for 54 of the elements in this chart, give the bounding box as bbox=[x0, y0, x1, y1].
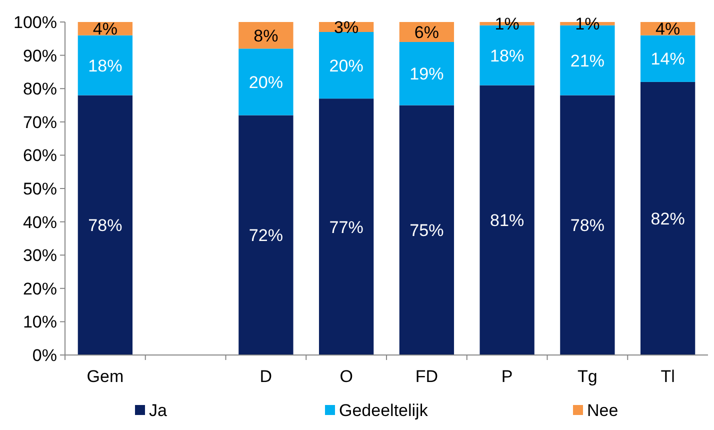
data-label: 20% bbox=[248, 72, 283, 92]
bar bbox=[78, 95, 133, 355]
bar bbox=[560, 95, 615, 355]
data-label: 14% bbox=[650, 50, 685, 69]
data-label: 78% bbox=[570, 216, 604, 236]
y-tick-label: 70% bbox=[22, 112, 57, 132]
bar bbox=[318, 32, 374, 99]
x-tick-label: Tg bbox=[578, 367, 598, 386]
bar bbox=[399, 42, 454, 106]
data-label: 4% bbox=[92, 20, 118, 39]
legend-label: Gedeeltelijk bbox=[339, 401, 428, 420]
y-tick-label: 60% bbox=[22, 146, 57, 166]
bar bbox=[480, 85, 534, 355]
bar bbox=[238, 48, 294, 116]
bar bbox=[238, 115, 294, 355]
y-tick-label: 90% bbox=[22, 46, 57, 66]
y-tick-label: 30% bbox=[22, 246, 57, 266]
data-label: 18% bbox=[88, 56, 122, 76]
bar bbox=[238, 22, 294, 49]
data-label: 77% bbox=[329, 218, 364, 237]
data-label: 72% bbox=[248, 226, 283, 246]
x-tick-label: P bbox=[501, 367, 513, 386]
x-tick-label: FD bbox=[415, 367, 438, 386]
data-label: 1% bbox=[575, 14, 600, 34]
bar bbox=[399, 105, 454, 355]
y-tick-label: 20% bbox=[22, 279, 57, 298]
data-label: 1% bbox=[494, 14, 520, 34]
data-label: 19% bbox=[410, 64, 444, 84]
data-label: 75% bbox=[410, 221, 444, 240]
bar bbox=[640, 35, 696, 82]
data-label: 8% bbox=[254, 26, 278, 46]
x-tick-label: Gem bbox=[86, 367, 124, 386]
legend-label: Ja bbox=[149, 401, 168, 420]
x-tick-label: D bbox=[260, 367, 272, 386]
bar bbox=[640, 82, 696, 355]
legend-label: Nee bbox=[587, 401, 618, 420]
y-tick-label: 80% bbox=[22, 80, 57, 99]
data-label: 4% bbox=[656, 20, 680, 39]
bar bbox=[318, 98, 374, 355]
y-tick-label: 100% bbox=[14, 13, 57, 32]
y-tick-label: 40% bbox=[22, 212, 57, 232]
y-tick-label: 10% bbox=[22, 312, 57, 332]
x-tick-label: O bbox=[340, 367, 353, 386]
data-label: 18% bbox=[490, 46, 524, 66]
data-label: 82% bbox=[650, 209, 685, 228]
bar bbox=[78, 35, 133, 96]
data-label: 81% bbox=[490, 211, 524, 230]
data-label: 78% bbox=[88, 216, 122, 236]
y-tick-label: 0% bbox=[32, 346, 57, 365]
data-label: 6% bbox=[414, 22, 439, 42]
y-tick-label: 50% bbox=[22, 180, 57, 198]
x-tick-label: Tl bbox=[660, 367, 675, 386]
data-label: 21% bbox=[570, 51, 604, 70]
data-label: 20% bbox=[329, 56, 364, 76]
